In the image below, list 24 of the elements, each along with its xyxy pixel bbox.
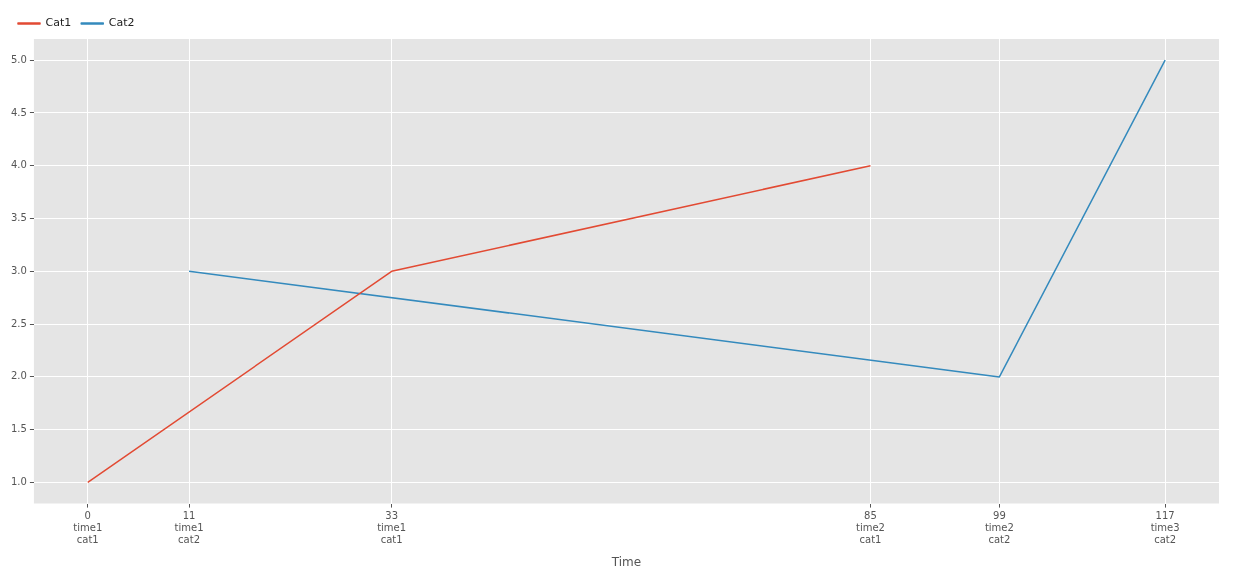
x-tick-label: 0 <box>84 510 91 522</box>
y-tick-label: 2.0 <box>11 370 27 382</box>
text: time1 cat1 <box>377 522 407 546</box>
y-tick-label: 1.5 <box>11 423 27 435</box>
x-tick-label: 117 <box>1155 510 1175 522</box>
x-tick-label: 33 <box>385 510 399 522</box>
y-tick-label: 2.5 <box>11 317 27 329</box>
text: time1 cat2 <box>174 522 204 546</box>
text: time2 cat1 <box>855 522 885 546</box>
y-tick-label: 5.0 <box>11 53 27 65</box>
y-tick-label: 3.5 <box>11 212 27 224</box>
x-tick-label: 11 <box>182 510 196 522</box>
x-tick-label: 99 <box>993 510 1006 522</box>
legend-label: Cat2 <box>108 16 135 30</box>
y-tick-label: 3.0 <box>11 264 27 276</box>
text: time1 cat1 <box>73 522 103 546</box>
y-tick-label: 4.5 <box>11 106 27 118</box>
y-tick-label: 1.0 <box>11 476 27 488</box>
x-tick-label: 85 <box>864 510 877 522</box>
x-axis-title: Time <box>610 554 642 569</box>
text: time2 cat2 <box>984 522 1014 546</box>
text: time3 cat2 <box>1150 522 1180 546</box>
legend-label: Cat1 <box>45 16 72 30</box>
y-tick-label: 4.0 <box>11 159 27 171</box>
